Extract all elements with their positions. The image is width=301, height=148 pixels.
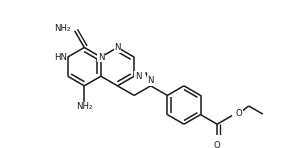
Text: N: N [114,43,121,52]
Text: NH₂: NH₂ [54,24,71,33]
Text: HN: HN [54,53,67,62]
Text: N: N [147,76,154,85]
Text: NH₂: NH₂ [76,102,92,111]
Text: N: N [98,53,104,62]
Text: O: O [214,141,221,148]
Text: O: O [236,109,243,118]
Text: N: N [135,72,141,81]
